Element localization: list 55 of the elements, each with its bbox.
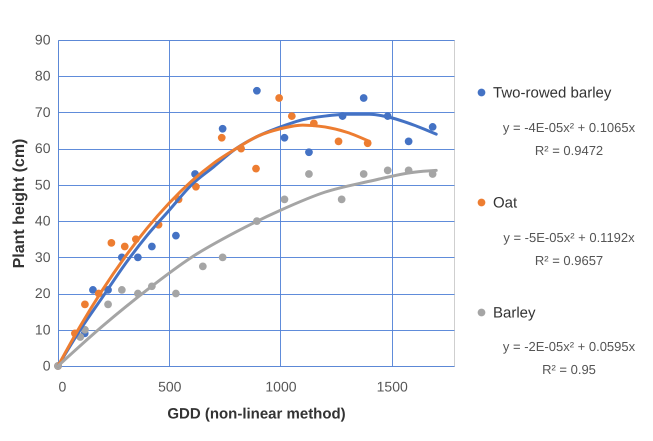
legend-label: Two-rowed barley — [493, 84, 612, 102]
point — [305, 148, 313, 156]
point — [288, 112, 296, 120]
point — [120, 242, 129, 250]
legend-label: Oat — [493, 194, 518, 212]
legend-label: Barley — [493, 304, 536, 322]
text: y = -5E-05x² + 0.1192x — [503, 230, 636, 245]
point — [280, 196, 288, 204]
x-axis-title: GDD (non-linear method) — [167, 406, 346, 422]
point — [275, 94, 284, 102]
point — [428, 123, 437, 131]
y-tick-label: 30 — [34, 248, 51, 265]
text: y = -2E-05x² + 0.0595x — [502, 339, 636, 354]
point — [198, 262, 207, 270]
point — [108, 238, 116, 247]
point — [334, 138, 342, 146]
point — [118, 286, 126, 294]
x-tick-label: 0 — [58, 378, 66, 394]
text: R² = 0.95 — [542, 362, 596, 377]
point — [253, 86, 261, 95]
y-axis-title: Plant height (cm) — [10, 138, 28, 268]
x-tick-label: 1500 — [376, 378, 408, 394]
point — [172, 290, 180, 298]
y-tick-label: 10 — [34, 321, 51, 338]
point — [218, 134, 226, 142]
point — [384, 166, 392, 174]
y-tick-label: 60 — [34, 140, 51, 156]
point — [218, 124, 226, 133]
point — [338, 196, 346, 204]
point — [305, 170, 313, 178]
point — [148, 242, 156, 250]
text: R² = 0.9472 — [534, 143, 604, 158]
x-tick-label: 500 — [158, 378, 182, 394]
point — [172, 232, 180, 240]
text: R² = 0.9657 — [534, 253, 604, 268]
point — [252, 164, 260, 172]
y-tick-label: 20 — [34, 285, 51, 302]
point — [81, 300, 89, 308]
x-tick-label: 1000 — [265, 378, 297, 394]
y-tick-label: 70 — [34, 104, 51, 120]
point — [89, 286, 97, 294]
point — [280, 134, 288, 142]
point — [134, 253, 142, 262]
text: y = -4E-05x² + 0.1065x — [502, 120, 636, 135]
point — [360, 170, 368, 178]
point — [360, 94, 368, 102]
point — [218, 253, 226, 262]
y-tick-label: 80 — [34, 68, 51, 84]
point — [104, 300, 112, 308]
y-tick-label: 50 — [34, 176, 51, 192]
y-tick-label: 0 — [42, 358, 51, 374]
y-tick-label: 90 — [34, 32, 51, 48]
point — [192, 182, 200, 191]
point — [404, 138, 412, 146]
y-tick-label: 40 — [34, 212, 51, 229]
